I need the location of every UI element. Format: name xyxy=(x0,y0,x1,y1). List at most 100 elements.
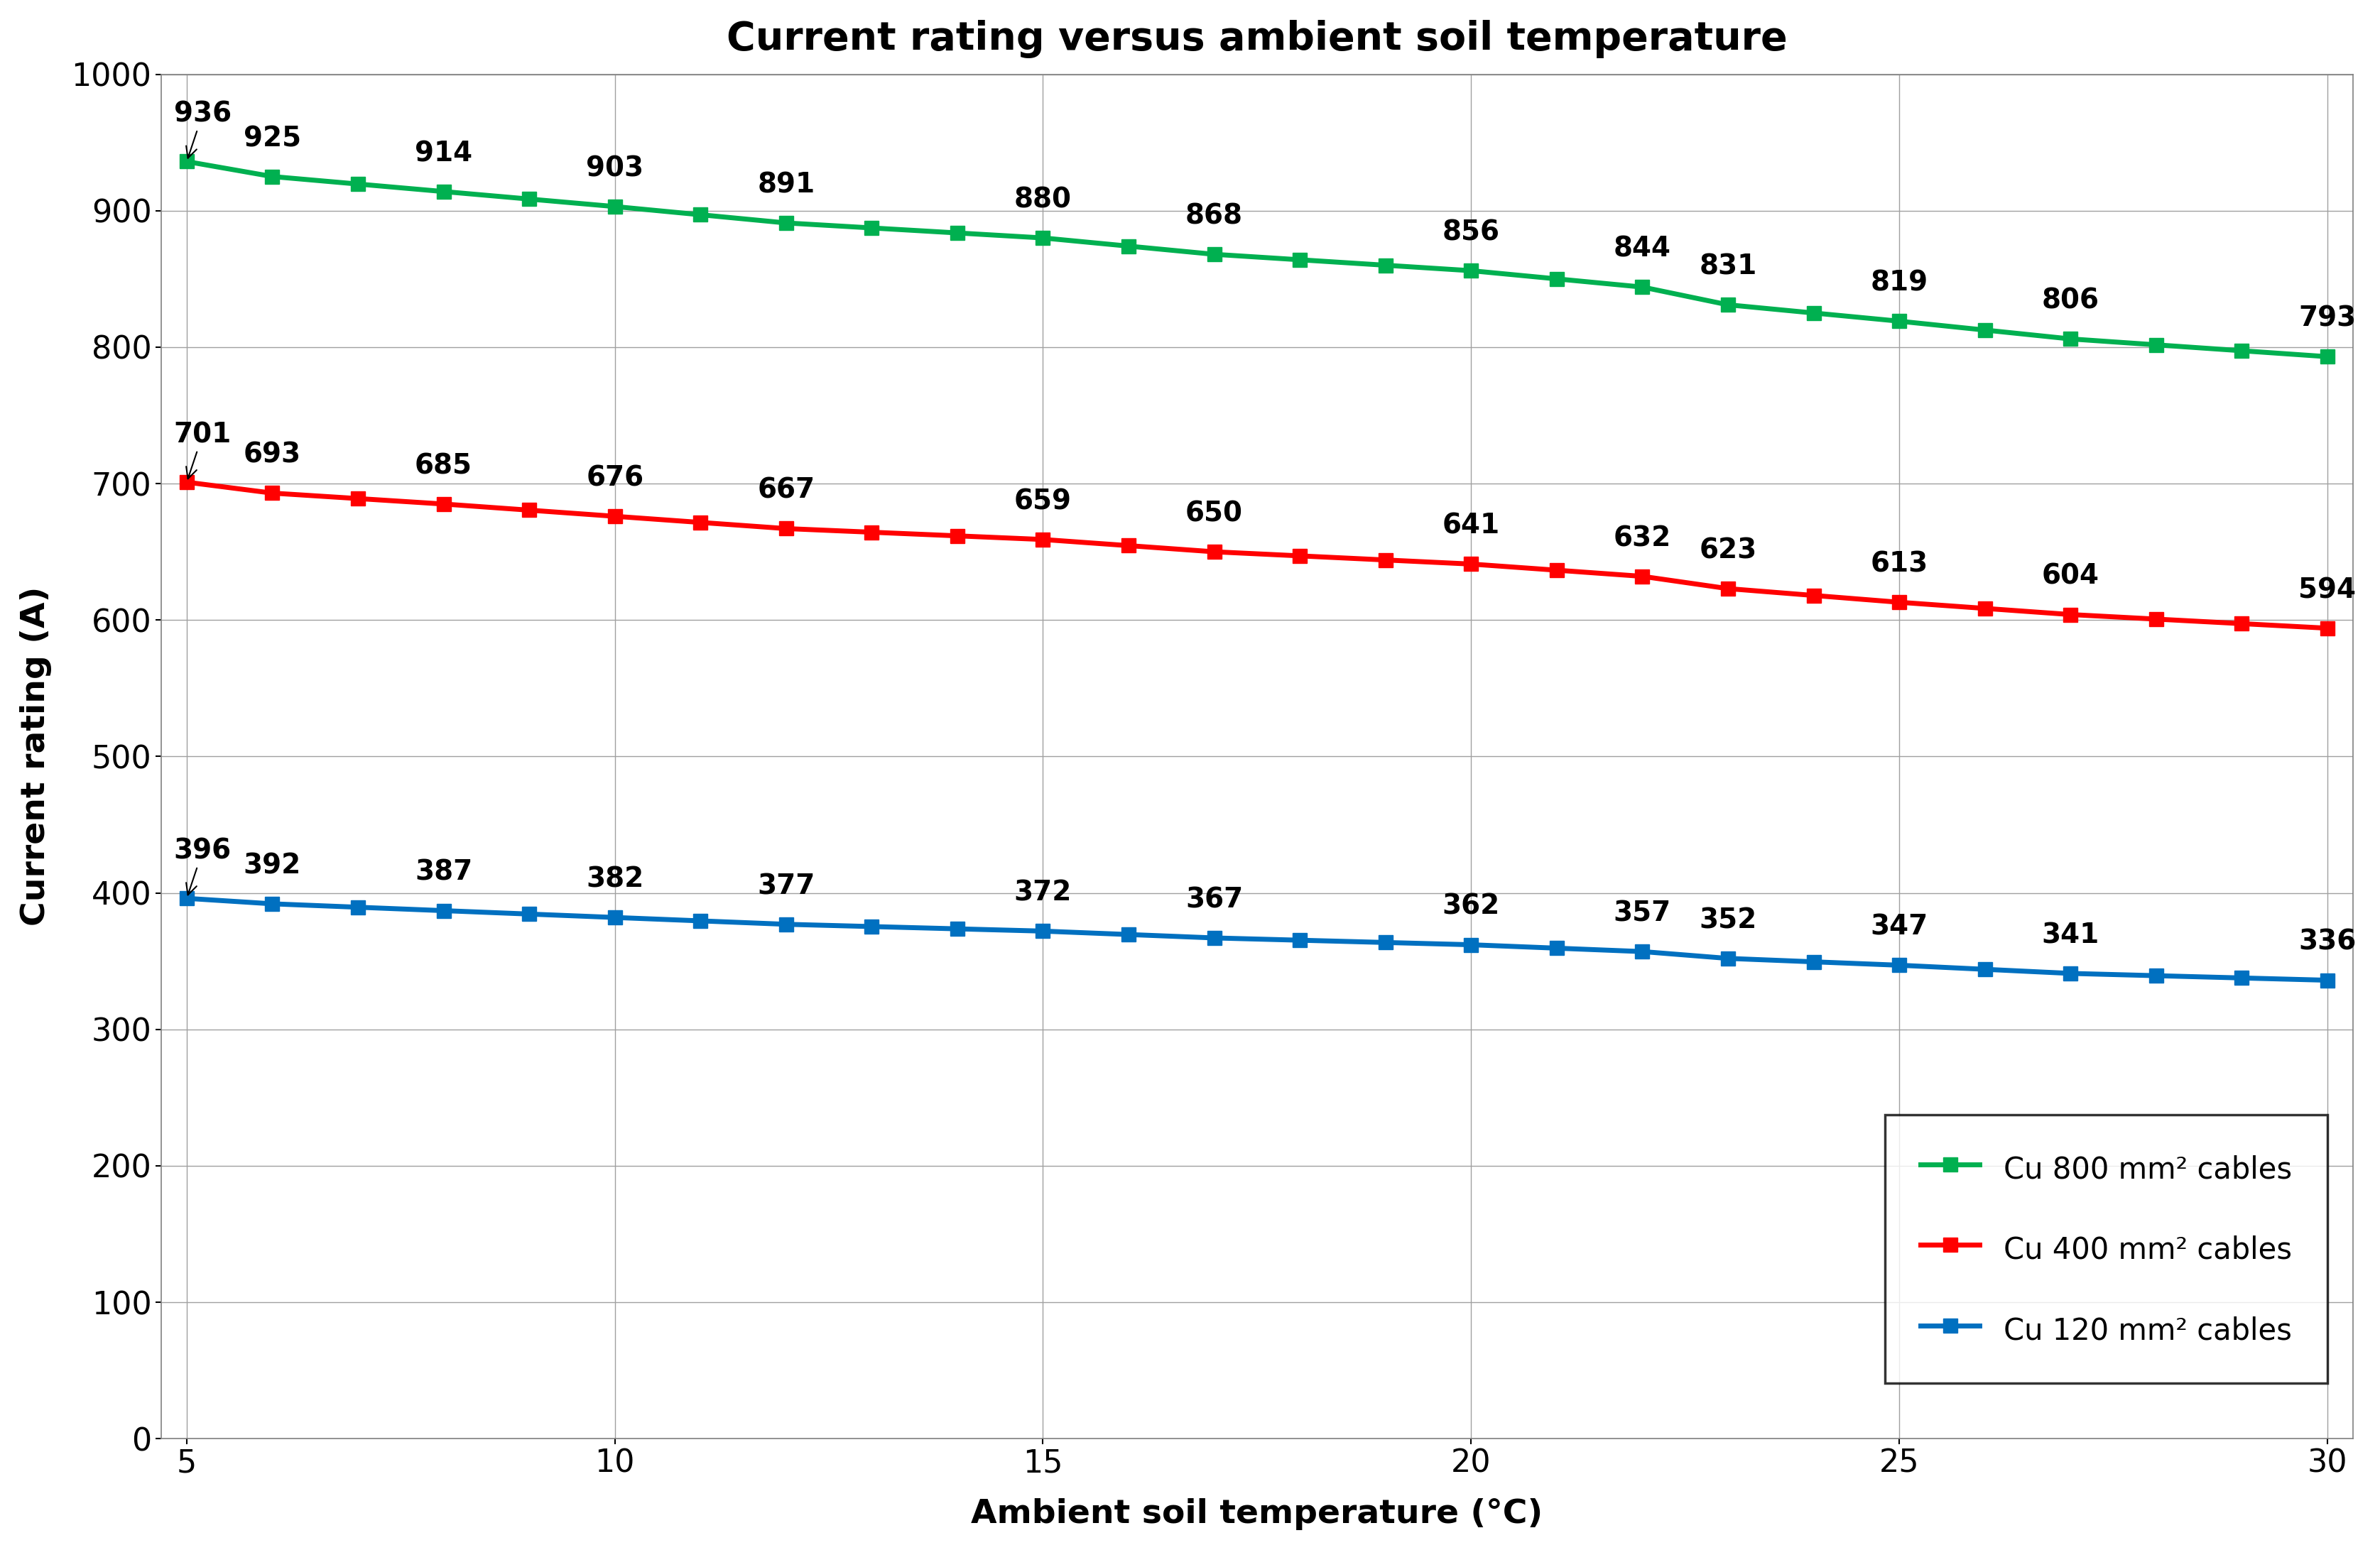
Text: 367: 367 xyxy=(1185,887,1242,913)
Cu 400 mm² cables xyxy=(1028,530,1057,549)
Text: 667: 667 xyxy=(757,477,814,504)
Cu 400 mm² cables xyxy=(343,490,371,508)
Cu 800 mm² cables xyxy=(1971,321,1999,339)
Text: 868: 868 xyxy=(1185,203,1242,229)
Cu 800 mm² cables xyxy=(1285,251,1314,270)
Cu 800 mm² cables xyxy=(1799,304,1828,322)
Cu 400 mm² cables xyxy=(771,519,800,538)
Cu 400 mm² cables xyxy=(1114,536,1142,555)
Text: 632: 632 xyxy=(1614,525,1671,552)
Cu 800 mm² cables xyxy=(2142,335,2171,353)
Cu 120 mm² cables xyxy=(1371,933,1399,952)
Cu 400 mm² cables xyxy=(2142,609,2171,628)
Cu 120 mm² cables xyxy=(1799,953,1828,972)
Cu 800 mm² cables xyxy=(1200,245,1228,264)
Title: Current rating versus ambient soil temperature: Current rating versus ambient soil tempe… xyxy=(726,20,1787,57)
Cu 120 mm² cables xyxy=(600,908,628,927)
Cu 800 mm² cables xyxy=(2313,347,2342,366)
Cu 120 mm² cables xyxy=(428,902,457,921)
Cu 800 mm² cables xyxy=(1114,237,1142,256)
Cu 400 mm² cables xyxy=(857,522,885,541)
Cu 400 mm² cables xyxy=(600,507,628,525)
Text: 650: 650 xyxy=(1185,501,1242,527)
Cu 120 mm² cables xyxy=(1885,956,1914,975)
Cu 120 mm² cables xyxy=(514,905,543,924)
Cu 400 mm² cables xyxy=(1200,542,1228,561)
Text: 856: 856 xyxy=(1442,219,1499,246)
Text: 701: 701 xyxy=(174,422,231,479)
Text: 880: 880 xyxy=(1014,186,1071,214)
Cu 120 mm² cables xyxy=(2056,964,2085,983)
Cu 400 mm² cables xyxy=(942,527,971,546)
Cu 120 mm² cables xyxy=(857,918,885,936)
Cu 400 mm² cables xyxy=(1971,600,1999,618)
Text: 891: 891 xyxy=(757,172,814,198)
Cu 800 mm² cables xyxy=(1628,277,1656,296)
Line: Cu 120 mm² cables: Cu 120 mm² cables xyxy=(181,891,2335,987)
Cu 800 mm² cables xyxy=(771,214,800,232)
Text: 362: 362 xyxy=(1442,893,1499,921)
Cu 400 mm² cables xyxy=(428,494,457,513)
Text: 336: 336 xyxy=(2299,928,2356,956)
Cu 120 mm² cables xyxy=(1457,936,1485,955)
Cu 800 mm² cables xyxy=(343,175,371,194)
Text: 659: 659 xyxy=(1014,488,1071,515)
Cu 400 mm² cables xyxy=(1799,586,1828,604)
Text: 604: 604 xyxy=(2042,563,2099,591)
Cu 120 mm² cables xyxy=(257,894,286,913)
Text: 844: 844 xyxy=(1614,236,1671,262)
Cu 800 mm² cables xyxy=(428,183,457,202)
Cu 800 mm² cables xyxy=(1885,312,1914,330)
Cu 400 mm² cables xyxy=(1371,550,1399,569)
Cu 800 mm² cables xyxy=(600,197,628,215)
Cu 800 mm² cables xyxy=(1542,270,1571,288)
Text: 347: 347 xyxy=(1871,913,1928,941)
Cu 120 mm² cables xyxy=(685,911,714,930)
Cu 800 mm² cables xyxy=(514,189,543,208)
Cu 400 mm² cables xyxy=(1542,561,1571,580)
Cu 120 mm² cables xyxy=(771,914,800,933)
Cu 800 mm² cables xyxy=(942,223,971,242)
Text: 372: 372 xyxy=(1014,879,1071,907)
Line: Cu 400 mm² cables: Cu 400 mm² cables xyxy=(181,476,2335,636)
Text: 357: 357 xyxy=(1614,901,1671,927)
Text: 914: 914 xyxy=(414,140,471,167)
Text: 925: 925 xyxy=(243,126,302,152)
Cu 120 mm² cables xyxy=(1114,925,1142,944)
Cu 400 mm² cables xyxy=(685,513,714,532)
Text: 341: 341 xyxy=(2042,922,2099,949)
Text: 352: 352 xyxy=(1699,907,1756,933)
Text: 806: 806 xyxy=(2042,287,2099,315)
Cu 400 mm² cables xyxy=(2056,604,2085,623)
Text: 903: 903 xyxy=(585,155,643,181)
Text: 396: 396 xyxy=(174,837,231,894)
Cu 400 mm² cables xyxy=(514,501,543,519)
Cu 120 mm² cables xyxy=(171,890,200,908)
Line: Cu 800 mm² cables: Cu 800 mm² cables xyxy=(181,155,2335,364)
Cu 400 mm² cables xyxy=(1457,555,1485,574)
Cu 400 mm² cables xyxy=(257,484,286,502)
Text: 613: 613 xyxy=(1871,550,1928,578)
Cu 120 mm² cables xyxy=(1200,928,1228,947)
Text: 676: 676 xyxy=(585,465,643,491)
Cu 120 mm² cables xyxy=(1028,922,1057,941)
Cu 800 mm² cables xyxy=(171,152,200,170)
Cu 120 mm² cables xyxy=(2313,970,2342,989)
Text: 641: 641 xyxy=(1442,513,1499,539)
Text: 382: 382 xyxy=(585,866,643,893)
Cu 800 mm² cables xyxy=(1371,256,1399,274)
Cu 800 mm² cables xyxy=(1714,296,1742,315)
Text: 831: 831 xyxy=(1699,253,1756,281)
Cu 400 mm² cables xyxy=(2228,614,2256,632)
Cu 800 mm² cables xyxy=(1457,262,1485,281)
Text: 793: 793 xyxy=(2299,305,2356,332)
Cu 120 mm² cables xyxy=(2142,966,2171,984)
Cu 800 mm² cables xyxy=(2228,341,2256,360)
Text: 936: 936 xyxy=(174,101,231,158)
Cu 400 mm² cables xyxy=(1628,567,1656,586)
Cu 120 mm² cables xyxy=(343,897,371,916)
Cu 800 mm² cables xyxy=(685,206,714,225)
Legend: Cu 800 mm² cables, Cu 400 mm² cables, Cu 120 mm² cables: Cu 800 mm² cables, Cu 400 mm² cables, Cu… xyxy=(1885,1114,2328,1383)
Text: 623: 623 xyxy=(1699,536,1756,564)
Cu 120 mm² cables xyxy=(942,919,971,938)
